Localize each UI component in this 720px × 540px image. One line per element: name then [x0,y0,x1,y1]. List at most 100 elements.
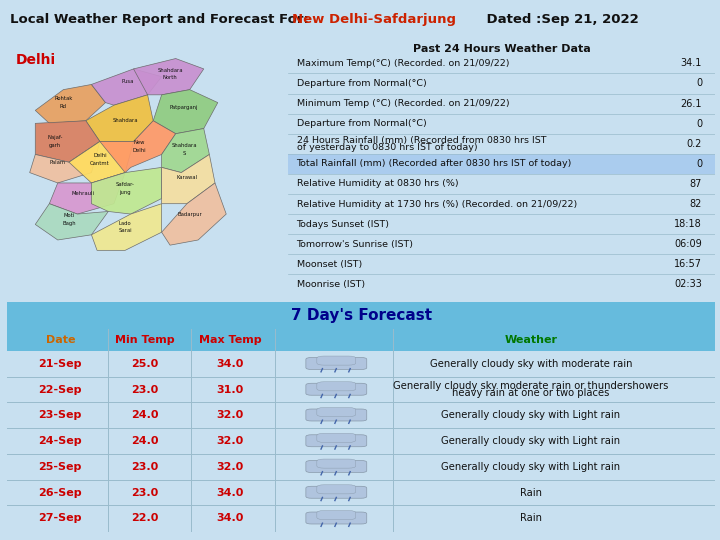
Text: 16:57: 16:57 [674,259,702,269]
Text: 87: 87 [690,179,702,189]
Text: Departure from Normal(°C): Departure from Normal(°C) [297,119,426,128]
FancyBboxPatch shape [306,461,366,472]
FancyBboxPatch shape [7,329,715,351]
Text: Minimum Temp (°C) (Recorded. on 21/09/22): Minimum Temp (°C) (Recorded. on 21/09/22… [297,99,509,108]
Text: Najaf-: Najaf- [48,135,63,140]
Text: Shahdara: Shahdara [171,143,197,148]
Text: Relative Humidity at 1730 hrs (%) (Recorded. on 21/09/22): Relative Humidity at 1730 hrs (%) (Recor… [297,199,577,208]
Text: Generally cloudy sky with moderate rain: Generally cloudy sky with moderate rain [430,359,632,369]
Text: 24.0: 24.0 [132,436,159,446]
Text: 26.1: 26.1 [680,99,702,109]
Text: 0: 0 [696,119,702,129]
FancyBboxPatch shape [306,409,366,421]
Text: Moonset (IST): Moonset (IST) [297,260,361,269]
Text: Generally cloudy sky with Light rain: Generally cloudy sky with Light rain [441,462,621,472]
Text: 22.0: 22.0 [132,514,159,523]
Text: Pusa: Pusa [122,79,134,84]
Text: Palam: Palam [50,160,66,165]
Polygon shape [153,90,218,134]
Text: Cantmt: Cantmt [90,161,109,166]
Polygon shape [162,129,210,173]
Text: Generally cloudy sky with Light rain: Generally cloudy sky with Light rain [441,436,621,446]
Text: Past 24 Hours Weather Data: Past 24 Hours Weather Data [413,44,590,55]
Text: 25-Sep: 25-Sep [39,462,82,472]
Polygon shape [30,141,100,183]
FancyBboxPatch shape [306,487,366,498]
Text: Lado: Lado [119,221,132,226]
Text: Rd: Rd [60,104,67,109]
Text: 7 Day's Forecast: 7 Day's Forecast [290,308,432,323]
Text: 26-Sep: 26-Sep [38,488,82,497]
Text: Relative Humidity at 0830 hrs (%): Relative Humidity at 0830 hrs (%) [297,179,458,188]
Text: 0.2: 0.2 [687,139,702,148]
Text: Moonrise (IST): Moonrise (IST) [297,280,364,289]
Text: Departure from Normal(°C): Departure from Normal(°C) [297,79,426,88]
Text: Tomorrow's Sunrise (IST): Tomorrow's Sunrise (IST) [297,240,413,249]
Text: Weather: Weather [505,335,557,345]
Text: 27-Sep: 27-Sep [39,514,82,523]
Text: 24.0: 24.0 [132,410,159,420]
Text: Patparganj: Patparganj [170,105,198,110]
Text: 06:09: 06:09 [675,239,702,249]
Text: Mehrauli: Mehrauli [71,191,94,196]
Text: 25.0: 25.0 [132,359,159,369]
FancyBboxPatch shape [317,459,356,468]
Text: 34.0: 34.0 [217,359,244,369]
Polygon shape [35,121,100,162]
Text: 23.0: 23.0 [132,384,159,395]
Text: 31.0: 31.0 [217,384,244,395]
Text: 24 Hours Rainfall (mm) (Recorded from 0830 hrs IST: 24 Hours Rainfall (mm) (Recorded from 08… [297,136,546,145]
FancyBboxPatch shape [306,357,366,369]
Text: 24-Sep: 24-Sep [38,436,82,446]
Text: 0: 0 [696,78,702,89]
Text: Rohtak: Rohtak [54,96,73,101]
Text: Badarpur: Badarpur [177,212,202,217]
Text: Total Rainfall (mm) (Recorded after 0830 hrs IST of today): Total Rainfall (mm) (Recorded after 0830… [297,159,572,168]
Text: Delhi: Delhi [93,153,107,158]
Text: Bagh: Bagh [62,221,76,226]
Text: 32.0: 32.0 [217,436,244,446]
Text: 02:33: 02:33 [674,279,702,289]
FancyBboxPatch shape [317,356,356,365]
Text: 32.0: 32.0 [217,462,244,472]
Text: Rain: Rain [520,514,542,523]
Text: Shahdara: Shahdara [157,68,183,73]
FancyBboxPatch shape [306,383,366,395]
Text: Generally cloudy sky with Light rain: Generally cloudy sky with Light rain [441,410,621,420]
Polygon shape [91,204,162,251]
Text: Karawal: Karawal [176,176,197,180]
Text: Maximum Temp(°C) (Recorded. on 21/09/22): Maximum Temp(°C) (Recorded. on 21/09/22) [297,59,509,68]
Polygon shape [35,84,106,123]
FancyBboxPatch shape [288,154,715,174]
Text: Shahdara: Shahdara [112,118,138,123]
Polygon shape [50,173,125,214]
Text: 23-Sep: 23-Sep [39,410,82,420]
Text: heavy rain at one or two places: heavy rain at one or two places [452,388,610,399]
Text: 34.0: 34.0 [217,488,244,497]
Text: 34.1: 34.1 [681,58,702,69]
FancyBboxPatch shape [317,485,356,494]
Polygon shape [162,183,226,245]
Polygon shape [162,154,215,204]
Text: garh: garh [49,143,61,148]
Polygon shape [91,69,162,105]
Text: North: North [163,76,177,80]
Text: 23.0: 23.0 [132,462,159,472]
Text: of yesterday to 0830 hrs IST of today): of yesterday to 0830 hrs IST of today) [297,143,477,152]
Text: Dated :Sep 21, 2022: Dated :Sep 21, 2022 [468,13,639,26]
FancyBboxPatch shape [317,433,356,442]
Text: Sarai: Sarai [118,228,132,233]
Text: Safdar-: Safdar- [116,182,135,187]
Polygon shape [35,204,108,240]
Text: S: S [182,151,186,156]
Text: 32.0: 32.0 [217,410,244,420]
Text: New Delhi-Safdarjung: New Delhi-Safdarjung [292,13,456,26]
Text: 34.0: 34.0 [217,514,244,523]
Text: 23.0: 23.0 [132,488,159,497]
Text: Max Temp: Max Temp [199,335,261,345]
FancyBboxPatch shape [306,435,366,447]
Text: 18:18: 18:18 [675,219,702,229]
FancyBboxPatch shape [317,382,356,391]
Polygon shape [134,58,204,95]
Text: jung: jung [120,190,131,194]
